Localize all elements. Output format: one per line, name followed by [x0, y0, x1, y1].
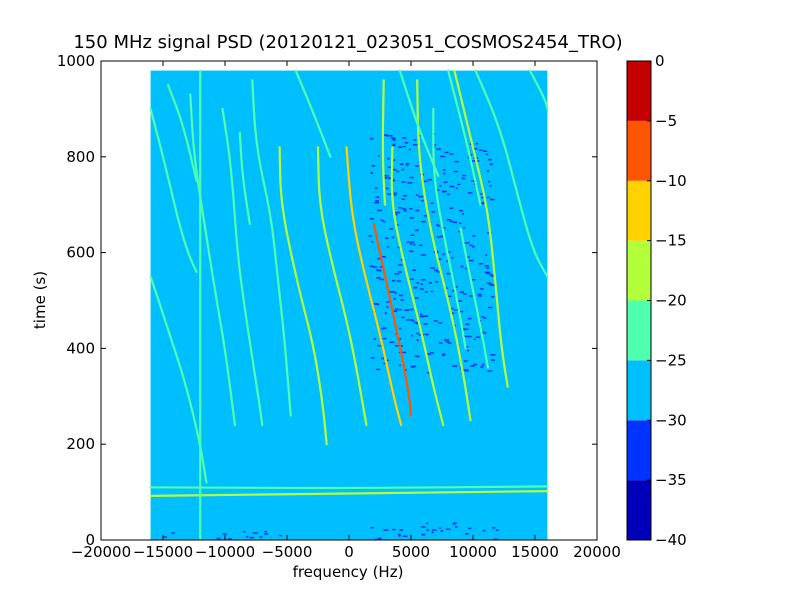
- signal-trace: [416, 79, 472, 422]
- signal-trace: [221, 107, 264, 427]
- y-tick-label: 0: [85, 531, 95, 549]
- signal-trace: [278, 146, 328, 446]
- signal-trace: [149, 490, 549, 497]
- y-tick-label: 400: [66, 339, 95, 357]
- colorbar-tick-label: −25: [655, 351, 687, 369]
- signal-trace: [149, 107, 198, 273]
- signal-trace: [316, 146, 368, 427]
- signal-trace: [447, 69, 482, 206]
- low-power-region: [370, 522, 499, 540]
- signal-trace: [166, 83, 198, 182]
- colorbar: 0 −5 −10 −15 −20 −25 −30 −35 −40: [626, 52, 687, 549]
- heatmap-background: [150, 70, 548, 540]
- signal-trace: [238, 131, 251, 225]
- signal-trace: [372, 222, 413, 417]
- signal-trace: [345, 146, 403, 427]
- y-tick-label: 200: [66, 435, 95, 453]
- x-tick-label: −10000: [195, 543, 255, 561]
- x-axis-label: frequency (Hz): [293, 563, 404, 581]
- signal-trace: [251, 79, 292, 417]
- signal-trace: [381, 79, 387, 206]
- colorbar-band: [627, 180, 651, 241]
- x-tick-label: 20000: [573, 543, 621, 561]
- chart-title: 150 MHz signal PSD (20120121_023051_COSM…: [73, 32, 622, 53]
- signal-trace: [398, 69, 440, 178]
- x-tick-label: −5000: [262, 543, 313, 561]
- y-tick-label: 1000: [57, 52, 95, 70]
- colorbar-band: [627, 61, 651, 121]
- y-tick-label: 600: [66, 244, 95, 262]
- colorbar-tick-label: −30: [655, 411, 687, 429]
- signal-trace: [432, 107, 467, 350]
- signal-trace: [474, 69, 549, 278]
- signal-trace: [149, 275, 208, 484]
- colorbar-band: [627, 360, 651, 421]
- low-power-region: [162, 530, 282, 540]
- colorbar-tick-label: −20: [655, 292, 687, 310]
- colorbar-band: [627, 120, 651, 181]
- signal-trace: [189, 93, 236, 427]
- colorbar-tick-label: −10: [655, 172, 687, 190]
- colorbar-band: [627, 420, 651, 481]
- colorbar-tick-label: −40: [655, 531, 687, 549]
- signal-trace: [453, 69, 509, 388]
- signal-trace: [294, 69, 332, 158]
- colorbar-band: [627, 480, 651, 540]
- signal-trace: [459, 227, 489, 369]
- signal-trace: [390, 146, 445, 427]
- signal-trace: [528, 69, 549, 110]
- y-tick-label: 800: [66, 148, 95, 166]
- x-tick-label: 5000: [392, 543, 430, 561]
- x-axis: −20000 −15000 −10000 −5000 0 5000 10000 15000 20…: [71, 61, 621, 561]
- colorbar-tick-label: 0: [655, 52, 665, 70]
- colorbar-tick-label: −35: [655, 471, 687, 489]
- x-tick-label: 15000: [511, 543, 559, 561]
- colorbar-tick-label: −15: [655, 232, 687, 250]
- y-axis-label: time (s): [31, 271, 49, 329]
- x-tick-label: −15000: [133, 543, 193, 561]
- x-tick-label: 10000: [449, 543, 497, 561]
- x-tick-label: −20000: [71, 543, 131, 561]
- heatmap-layer: [149, 69, 549, 540]
- colorbar-band: [627, 300, 651, 361]
- signal-trace: [149, 485, 549, 490]
- colorbar-tick-label: −5: [655, 112, 677, 130]
- x-tick-label: 0: [344, 543, 354, 561]
- y-axis: 0 200 400 600 800 1000: [57, 52, 597, 549]
- colorbar-band: [627, 240, 651, 301]
